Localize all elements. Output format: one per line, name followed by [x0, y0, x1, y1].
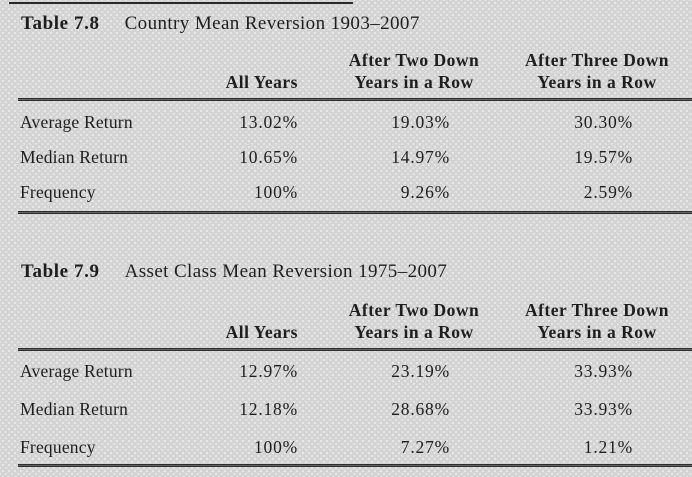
header-line: Years in a Row — [537, 322, 657, 342]
table-7-9-header-after-two-down: After Two Down Years in a Row — [333, 299, 495, 343]
header-line: After Two Down — [348, 300, 480, 320]
header-line: Years in a Row — [354, 322, 474, 342]
cell-value: 33.93% — [574, 361, 633, 381]
cell-value: 1.21% — [583, 437, 633, 457]
header-line: After Three Down — [524, 50, 670, 70]
cell-value: 12.18% — [239, 399, 298, 419]
cell-value: 7.27% — [400, 437, 450, 457]
table-7-9-header-after-three-down: After Three Down Years in a Row — [502, 299, 692, 343]
cell-value: 14.97% — [391, 147, 450, 167]
row-label: Median Return — [20, 147, 129, 167]
scan-artifact-line — [9, 2, 353, 4]
header-line: After Two Down — [348, 50, 480, 70]
table-7-8-number: Table 7.8 — [21, 13, 100, 34]
table-7-9-bottom-rule — [18, 464, 692, 467]
cell-value: 28.68% — [391, 399, 450, 419]
table-7-9-header-rule — [18, 348, 692, 351]
table-7-9-header-all-years: All Years — [188, 321, 298, 343]
table-7-9-title: Asset Class Mean Reversion 1975–2007 — [124, 261, 448, 282]
table-7-8-caption: Table 7.8 Country Mean Reversion 1903–200… — [21, 13, 420, 35]
table-7-8-header-after-three-down: After Three Down Years in a Row — [502, 49, 692, 93]
header-line: All Years — [225, 72, 298, 92]
table-7-9-caption: Table 7.9 Asset Class Mean Reversion 1975… — [21, 261, 447, 283]
table-7-9-number: Table 7.9 — [21, 261, 100, 282]
row-label: Average Return — [20, 112, 133, 132]
cell-value: 19.03% — [391, 112, 450, 132]
cell-value: 19.57% — [574, 147, 633, 167]
row-label: Median Return — [20, 399, 129, 419]
table-7-8-header-after-two-down: After Two Down Years in a Row — [333, 49, 495, 93]
header-line: Years in a Row — [354, 72, 474, 92]
row-label: Average Return — [20, 361, 133, 381]
table-7-8-bottom-rule — [18, 211, 692, 214]
cell-value: 10.65% — [239, 147, 298, 167]
header-line: All Years — [225, 322, 298, 342]
cell-value: 100% — [253, 437, 298, 457]
row-label: Frequency — [20, 182, 96, 202]
cell-value: 12.97% — [239, 361, 298, 381]
header-line: Years in a Row — [537, 72, 657, 92]
cell-value: 13.02% — [239, 112, 298, 132]
cell-value: 100% — [253, 182, 298, 202]
cell-value: 33.93% — [574, 399, 633, 419]
row-label: Frequency — [20, 437, 96, 457]
cell-value: 23.19% — [391, 361, 450, 381]
cell-value: 2.59% — [583, 182, 633, 202]
cell-value: 9.26% — [400, 182, 450, 202]
cell-value: 30.30% — [574, 112, 633, 132]
table-7-8-title: Country Mean Reversion 1903–2007 — [124, 13, 420, 34]
header-line: After Three Down — [524, 300, 670, 320]
table-7-8-header-rule — [18, 98, 692, 101]
table-7-8-header-all-years: All Years — [188, 71, 298, 93]
